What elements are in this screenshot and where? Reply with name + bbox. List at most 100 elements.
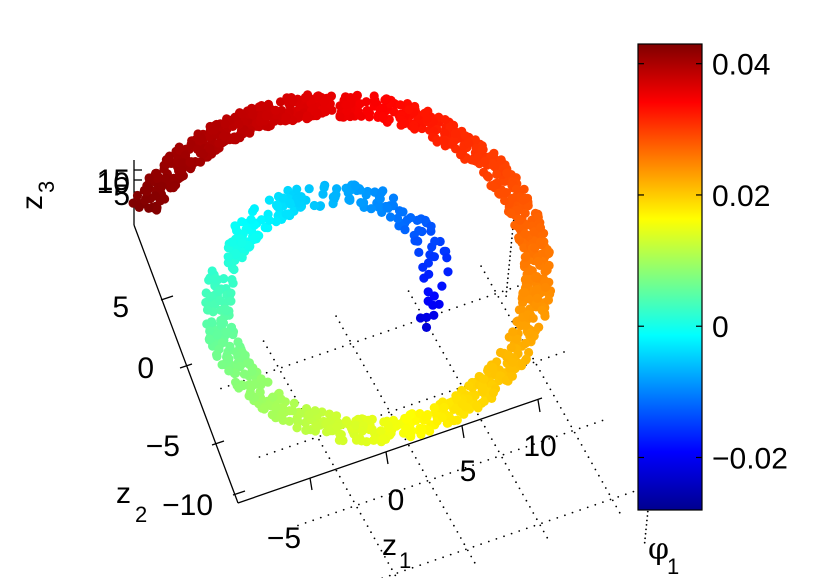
grid-dot [449,472,452,474]
scatter-point [489,148,499,158]
z1-tick-mark [385,451,389,465]
grid-dot [495,538,498,540]
scatter-point [492,169,502,179]
axis-lines [133,160,543,504]
grid-dot [617,496,620,498]
grid-dot [407,290,410,292]
grid-dot [380,414,383,416]
axis-title-z1-base: z [382,529,397,562]
grid-dot [591,462,593,465]
grid-dot [483,425,486,428]
scatter-point [488,362,498,373]
grid-dot [517,285,519,287]
scatter-point [332,422,342,432]
grid-dot [387,407,389,410]
grid-dot [645,524,648,526]
grid-dot [456,376,458,379]
grid-dot [441,393,444,395]
grid-dot [373,537,376,540]
grid-dot [338,475,341,478]
scatter-point [394,206,405,216]
grid-dot [296,443,299,445]
grid-dot [518,530,521,532]
grid-dot [411,296,413,299]
grid-dot [459,537,462,539]
z1-tick-mark [537,399,541,413]
grid-dot [434,559,437,561]
scatter-point [223,252,233,262]
grid-dot [515,481,517,484]
scatter-point [410,124,420,134]
grid-dot [297,524,299,527]
grid-dot [497,296,500,298]
scatter-point [460,131,470,141]
scatter-point [378,103,388,113]
grid-dot [283,377,286,379]
grid-dot [446,512,448,515]
grid-dot [553,394,555,397]
scatter-point [250,379,260,389]
scatter-point [202,305,213,315]
z2-tick-mark [211,440,225,446]
scatter-point [471,401,481,411]
grid-dot [459,382,462,385]
scatter-point [532,293,543,303]
grid-dot [318,438,320,441]
grid-dot [529,506,531,508]
grid-dot [269,352,272,355]
grid-dot [495,456,497,459]
scatter-point [400,118,410,129]
data-points [128,90,556,447]
grid-dot [542,376,545,378]
scatter-point [177,165,187,175]
grid-dot [601,481,604,483]
scatter-point [324,409,334,419]
grid-dot [338,321,341,324]
grid-dot [418,482,421,485]
scatter-point [225,341,235,351]
scatter-point [502,168,512,178]
grid-dot [532,357,534,360]
scatter-point [247,103,257,113]
grid-dot [487,277,489,280]
grid-dot [505,295,507,297]
scatter-point [511,184,521,194]
scatter-point [215,295,225,305]
z1-tick-label: −5 [267,522,301,555]
scatter-point [237,238,247,248]
axis-title-z2-subscript: 2 [135,502,147,527]
grid-dot [510,532,513,535]
scatter-point [520,252,530,262]
grid-dot [490,438,493,440]
grid-dot [573,431,576,434]
grid-dot [421,469,424,472]
scatter-point [473,152,483,162]
grid-dot [452,370,455,373]
scatter-point [457,399,467,409]
grid-dot [532,361,535,364]
grid-dot [342,327,344,330]
grid-dot [646,519,648,522]
grid-dot [487,432,490,434]
grid-dot [357,340,359,343]
scatter-point [378,111,389,122]
axis-title-z3-subscript: 3 [34,181,59,193]
scatter-point [507,371,517,381]
grid-dot [556,400,559,403]
scatter-point [338,435,348,446]
grid-dot [563,351,565,353]
scatter-point [271,105,281,115]
scatter-point [413,236,423,246]
scatter-point [439,136,449,146]
grid-dot [506,281,509,284]
grid-dot [480,265,482,267]
grid-dot [352,346,355,348]
scatter-point [544,247,554,257]
scatter-point [518,195,528,205]
grid-dot [508,264,511,266]
grid-dot [304,440,307,443]
grid-dot [601,419,604,422]
scatter-point [226,288,236,298]
scatter-point [426,221,436,231]
